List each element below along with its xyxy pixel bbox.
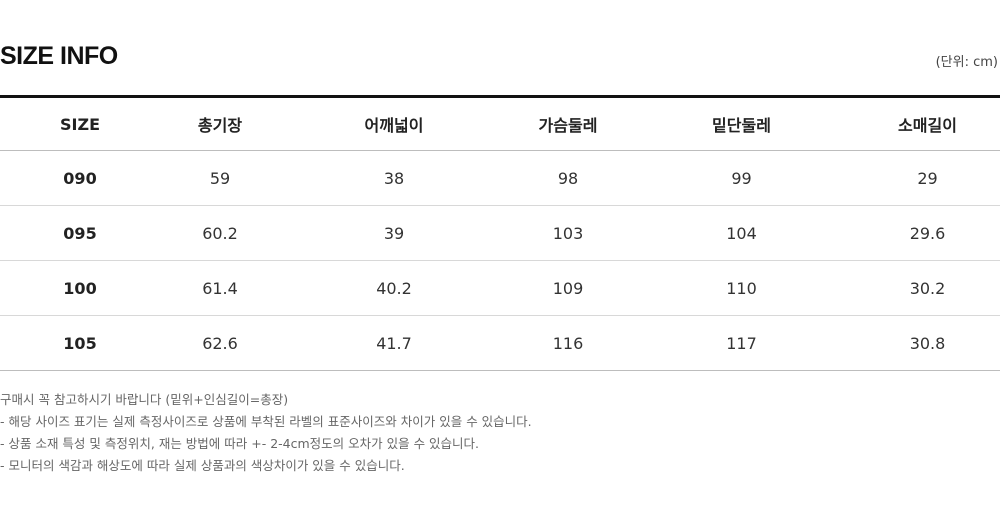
table-cell: 40.2 xyxy=(280,260,508,316)
table-cell: 59 xyxy=(160,150,280,206)
note-line: - 해당 사이즈 표기는 실제 측정사이즈로 상품에 부착된 라벨의 표준사이즈… xyxy=(0,414,532,429)
table-row: 090 59 38 98 99 29 xyxy=(0,150,1000,206)
table-cell: 29 xyxy=(855,150,1000,206)
table-row: 105 62.6 41.7 116 117 30.8 xyxy=(0,315,1000,371)
column-header-hem: 밑단둘레 xyxy=(628,96,855,151)
table-cell: 30.8 xyxy=(855,315,1000,371)
table-cell: 60.2 xyxy=(160,205,280,261)
column-header-shoulder-width: 어깨넓이 xyxy=(280,96,508,151)
column-header-sleeve-length: 소매길이 xyxy=(855,96,1000,151)
table-cell: 98 xyxy=(508,150,628,206)
table-cell: 104 xyxy=(628,205,855,261)
table-cell: 30.2 xyxy=(855,260,1000,316)
size-table: SIZE 총기장 어깨넓이 가슴둘레 밑단둘레 소매길이 090 59 38 9… xyxy=(0,95,1000,371)
note-line: 구매시 꼭 참고하시기 바랍니다 (밑위+인심길이=총장) xyxy=(0,392,289,407)
column-header-chest: 가슴둘레 xyxy=(508,96,628,151)
table-cell: 29.6 xyxy=(855,205,1000,261)
table-cell: 61.4 xyxy=(160,260,280,316)
table-cell: 109 xyxy=(508,260,628,316)
column-header-size: SIZE xyxy=(0,96,160,151)
size-info-header: SIZE INFO (단위: cm) xyxy=(0,38,1000,78)
table-row: 095 60.2 39 103 104 29.6 xyxy=(0,205,1000,261)
size-cell: 105 xyxy=(0,315,160,371)
size-notes: 구매시 꼭 참고하시기 바랍니다 (밑위+인심길이=총장) - 해당 사이즈 표… xyxy=(0,389,1000,477)
table-cell: 99 xyxy=(628,150,855,206)
size-cell: 090 xyxy=(0,150,160,206)
size-cell: 100 xyxy=(0,260,160,316)
note-line: - 상품 소재 특성 및 측정위치, 재는 방법에 따라 +- 2-4cm정도의… xyxy=(0,436,480,451)
column-header-total-length: 총기장 xyxy=(160,96,280,151)
table-cell: 38 xyxy=(280,150,508,206)
page-title: SIZE INFO xyxy=(0,42,118,70)
table-cell: 117 xyxy=(628,315,855,371)
table-cell: 62.6 xyxy=(160,315,280,371)
table-cell: 110 xyxy=(628,260,855,316)
table-row: 100 61.4 40.2 109 110 30.2 xyxy=(0,260,1000,316)
table-cell: 39 xyxy=(280,205,508,261)
table-header-row: SIZE 총기장 어깨넓이 가슴둘레 밑단둘레 소매길이 xyxy=(0,96,1000,151)
size-cell: 095 xyxy=(0,205,160,261)
table-cell: 103 xyxy=(508,205,628,261)
table-cell: 116 xyxy=(508,315,628,371)
unit-label: (단위: cm) xyxy=(935,55,998,70)
note-line: - 모니터의 색감과 해상도에 따라 실제 상품과의 색상차이가 있을 수 있습… xyxy=(0,458,405,473)
table-cell: 41.7 xyxy=(280,315,508,371)
